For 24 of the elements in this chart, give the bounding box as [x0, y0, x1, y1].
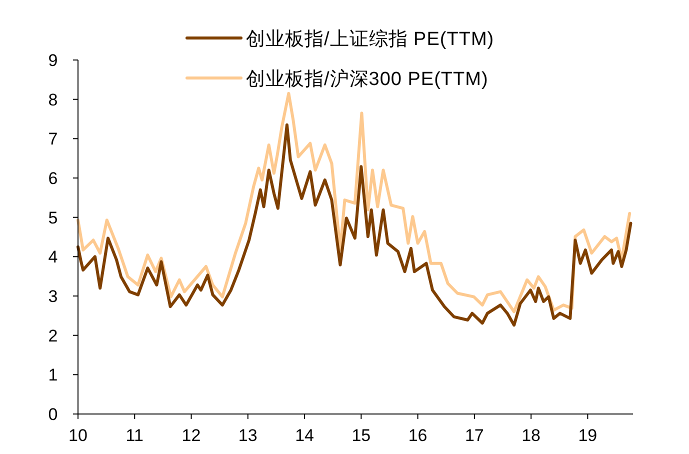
y-tick-label: 2	[48, 326, 58, 346]
y-tick-label: 4	[48, 248, 58, 267]
x-tick-label: 18	[522, 426, 541, 445]
legend-label: 创业板指/上证综指 PE(TTM)	[246, 29, 494, 50]
x-tick-label: 10	[68, 426, 88, 445]
x-tick-label: 16	[408, 426, 428, 445]
x-tick-label: 15	[352, 426, 371, 445]
x-tick-label: 13	[238, 426, 258, 445]
x-tick-label: 14	[295, 426, 314, 445]
y-tick-label: 0	[48, 405, 58, 424]
y-tick-label: 9	[48, 51, 58, 70]
legend-label: 创业板指/沪深300 PE(TTM)	[246, 68, 488, 90]
y-tick-label: 7	[48, 130, 58, 149]
line-series	[76, 92, 632, 314]
y-tick-label: 3	[48, 287, 58, 306]
y-tick-label: 6	[48, 169, 58, 188]
x-tick-label: 12	[182, 426, 201, 445]
x-tick-label: 11	[126, 426, 144, 445]
y-tick-label: 5	[48, 208, 58, 228]
x-tick-label: 17	[464, 426, 484, 445]
y-tick-label: 8	[48, 90, 58, 110]
x-tick-label: 19	[578, 426, 598, 445]
y-tick-label: 1	[48, 366, 58, 385]
line-series	[76, 123, 632, 327]
